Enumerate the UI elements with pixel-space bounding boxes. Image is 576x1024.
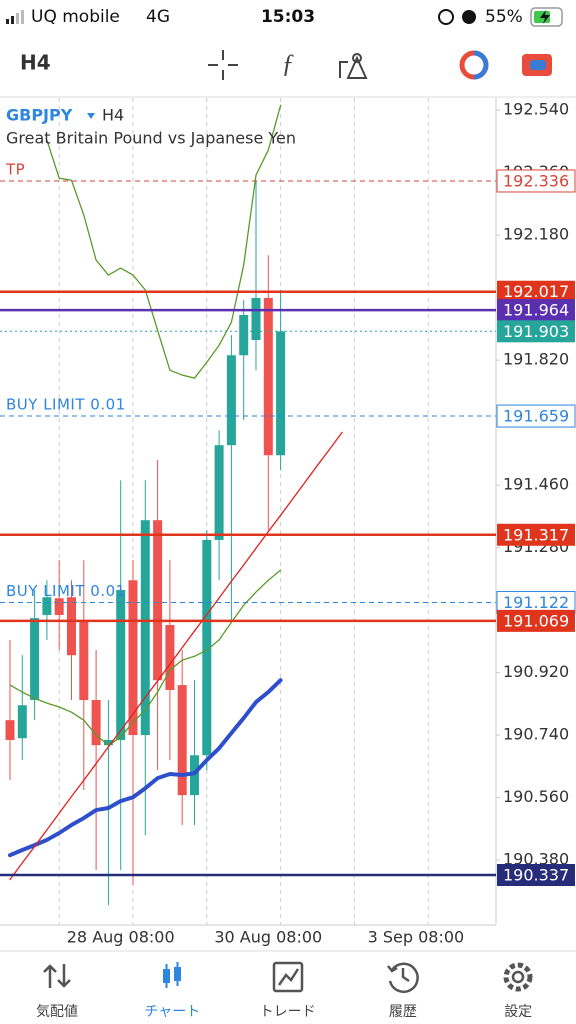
candle-body [251, 297, 261, 340]
price-badge-label: 192.017 [503, 282, 569, 301]
tab-label[interactable]: チャート [144, 1004, 200, 1020]
price-line-label: BUY LIMIT 0.01 [6, 582, 126, 600]
candle-body [165, 625, 175, 690]
candle-body [153, 520, 163, 681]
indicator-line [46, 104, 282, 379]
x-tick-label: 30 Aug 08:00 [214, 928, 322, 947]
candles [5, 180, 286, 906]
y-tick-label: 190.380 [503, 850, 569, 869]
candle-body [239, 314, 249, 356]
indicator-line [9, 569, 282, 746]
price-badge [497, 864, 575, 887]
x-tick-label: 3 Sep 08:00 [368, 928, 465, 947]
candle-body [54, 598, 64, 615]
price-badge [497, 320, 575, 343]
y-tick-label: 190.740 [503, 725, 569, 744]
tab-bar: 気配値 チャート トレード 履歴 設定 [0, 950, 576, 1020]
signal-bar [16, 13, 19, 24]
candle-body [177, 685, 187, 796]
price-badge [496, 169, 576, 193]
indicator-line [8, 678, 283, 858]
symbol-dropdown[interactable] [87, 113, 95, 119]
crosshair-button[interactable] [208, 50, 238, 80]
indicator-line [9, 431, 343, 881]
candle-body [103, 739, 113, 746]
y-tick-label: 191.460 [503, 475, 569, 494]
trade-button[interactable] [459, 50, 489, 80]
candle-body [17, 705, 27, 739]
battery-frame [530, 7, 563, 27]
candle-body [5, 720, 15, 740]
price-badge [496, 404, 576, 428]
timeframe-button[interactable]: H4 [20, 51, 51, 75]
price-badge-label: 191.069 [503, 611, 569, 630]
tab-icon [503, 962, 533, 992]
status-bar: UQ mobile 4G 15:03 55% [6, 7, 563, 27]
symbol[interactable]: GBPJPY [6, 106, 73, 125]
price-badge-label: 191.122 [503, 593, 569, 612]
price-badge-label: 191.659 [503, 407, 569, 426]
network: 4G [146, 7, 170, 27]
candle-body [263, 297, 273, 456]
indicators [8, 104, 343, 881]
clock: 15:03 [261, 7, 315, 27]
charging-icon [540, 10, 550, 24]
price-badge [497, 299, 575, 322]
tab-icon [387, 962, 419, 994]
candle-body [214, 445, 224, 540]
price-badge-label: 191.964 [503, 301, 569, 320]
price-line-label: BUY LIMIT 0.01 [6, 396, 126, 414]
tab-label[interactable]: 気配値 [36, 1004, 78, 1020]
tab-label[interactable]: 設定 [504, 1004, 532, 1020]
tab-label[interactable]: トレード [260, 1004, 316, 1020]
battery-percent: 55% [485, 7, 523, 27]
symbol-description: Great Britain Pound vs Japanese Yen [6, 129, 296, 148]
price-badge [497, 609, 575, 632]
candle-body [226, 355, 236, 446]
candle-body [202, 539, 212, 756]
tab-icon [163, 962, 181, 988]
candle-body [30, 618, 40, 701]
tab-icon [43, 964, 71, 988]
chart-timeframe: H4 [102, 106, 124, 125]
carrier: UQ mobile [31, 7, 120, 27]
candle-body [128, 580, 138, 736]
price-badge [497, 280, 575, 303]
candle-body [67, 597, 76, 656]
lock-icon [438, 9, 454, 25]
price-badge-label: 191.317 [503, 525, 569, 544]
objects-button[interactable] [339, 53, 368, 79]
alarm-icon [462, 10, 476, 24]
y-tick-label: 191.820 [503, 350, 569, 369]
y-tick-label: 192.540 [503, 100, 569, 119]
x-tick-label: 28 Aug 08:00 [67, 928, 175, 947]
price-line-label: TP [5, 160, 25, 178]
candle-body [140, 520, 150, 736]
signal-bar [6, 19, 9, 24]
candle-body [91, 700, 101, 746]
candle-body [79, 620, 89, 701]
candle-body [276, 331, 286, 456]
price-badge-label: 192.336 [503, 171, 569, 190]
y-tick-label: 190.560 [503, 787, 569, 806]
price-badge-label: 190.337 [503, 866, 569, 885]
candle-body [42, 597, 52, 615]
indicators-button[interactable]: ƒ [282, 49, 295, 78]
chart: 28 Aug 08:00 30 Aug 08:00 3 Sep 08:00 192.5… [0, 98, 576, 947]
y-tick-label: 192.180 [503, 225, 569, 244]
price-badge-label: 191.903 [503, 322, 569, 341]
signal-bar [21, 10, 24, 24]
toolbar: H4 ƒ [20, 49, 552, 80]
signal-bar [11, 16, 14, 24]
account-button[interactable] [522, 54, 552, 76]
y-tick-label: 190.920 [503, 662, 569, 681]
tab-label[interactable]: 履歴 [389, 1004, 417, 1020]
tab-icon [272, 961, 304, 993]
price-badge [497, 523, 575, 546]
candle-body [116, 589, 126, 740]
